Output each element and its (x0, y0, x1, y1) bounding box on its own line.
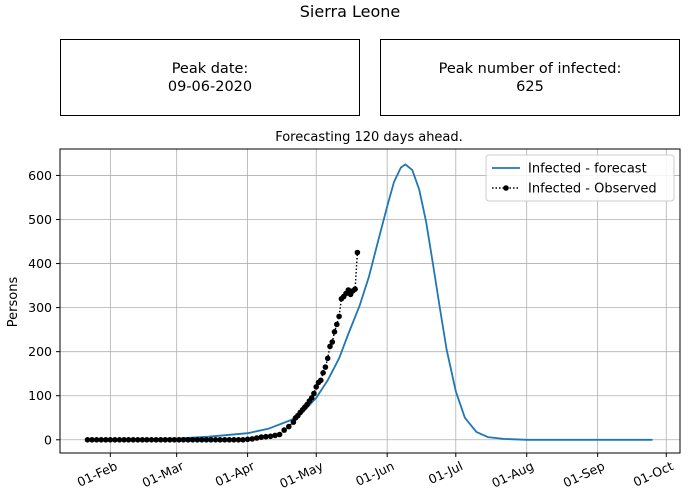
observed-point (352, 286, 358, 292)
observed-point (263, 433, 269, 440)
observed-point (189, 437, 196, 443)
observed-point (322, 364, 329, 370)
y-tick-label: 400 (28, 256, 52, 271)
x-tick-label: 01-Sep (561, 458, 607, 490)
y-tick-label: 100 (28, 388, 52, 403)
x-tick-label: 01-Jun (353, 458, 396, 489)
y-tick-label: 300 (28, 300, 52, 315)
observed-point (313, 384, 320, 390)
observed-point (130, 437, 136, 443)
observed-point (208, 437, 214, 443)
observed-point (327, 343, 333, 350)
observed-point (148, 437, 155, 443)
observed-point (217, 437, 223, 443)
observed-point (121, 437, 127, 443)
observed-point (98, 437, 104, 443)
observed-point (354, 249, 361, 256)
peak-infected-label: Peak number of infected: (438, 60, 622, 77)
x-tick-label: 01-Feb (75, 458, 120, 490)
observed-point (286, 423, 292, 430)
plot-frame (59, 148, 681, 454)
observed-point (221, 437, 228, 443)
x-tick-label: 01-Mar (140, 458, 187, 491)
observed-point (144, 437, 150, 443)
observed-point (318, 377, 324, 384)
chart-title: Forecasting 120 days ahead. (275, 130, 463, 145)
observed-point (253, 435, 260, 441)
x-tick-label: 01-Apr (213, 458, 258, 490)
y-tick-label: 0 (44, 432, 52, 447)
observed-point (89, 437, 95, 443)
observed-point (329, 339, 336, 345)
observed-point (345, 287, 352, 293)
x-tick-label: 01-Oct (631, 458, 676, 490)
observed-point (331, 329, 338, 335)
observed-point (240, 437, 246, 443)
observed-point (93, 437, 100, 443)
y-tick-label: 600 (28, 168, 52, 183)
y-axis-label: Persons (6, 277, 21, 328)
observed-point (116, 437, 123, 443)
observed-point (199, 437, 205, 443)
observed-point (135, 437, 141, 443)
observed-point (311, 390, 317, 397)
observed-point (212, 437, 219, 443)
observed-point (244, 436, 251, 443)
figure-title: Sierra Leone (299, 2, 401, 21)
observed-point (334, 321, 340, 328)
observed-point (276, 431, 283, 438)
series-line-observed (87, 252, 359, 441)
observed-point (125, 437, 132, 443)
peak-date-box: Peak date: 09-06-2020 (60, 39, 360, 116)
observed-point (235, 437, 242, 443)
x-tick-label: 01-May (277, 458, 326, 491)
peak-infected-box: Peak number of infected: 625 (380, 39, 680, 116)
observed-point (162, 437, 168, 443)
observed-point (320, 370, 326, 376)
legend-marker-observed (503, 185, 509, 191)
observed-point (84, 437, 91, 443)
observed-point (203, 437, 210, 443)
observed-point (103, 437, 109, 443)
x-tick-label: 01-Aug (489, 458, 536, 490)
observed-point (267, 433, 274, 440)
observed-point (281, 427, 288, 433)
observed-point (324, 355, 331, 362)
observed-point (290, 419, 297, 426)
legend-label-observed: Infected - Observed (528, 182, 657, 197)
observed-point (171, 437, 178, 443)
peak-infected-value: 625 (516, 78, 544, 95)
observed-point (185, 437, 191, 443)
observed-point (226, 437, 233, 443)
observed-point (153, 437, 159, 443)
observed-point (139, 437, 146, 443)
observed-point (180, 437, 187, 443)
observed-point (231, 437, 237, 443)
series-line-forecast (87, 163, 653, 441)
observed-point (258, 434, 265, 440)
observed-point (176, 437, 182, 443)
observed-point (157, 437, 164, 443)
observed-point (167, 437, 173, 443)
peak-date-label: Peak date: (171, 60, 249, 77)
observed-point (194, 437, 201, 443)
y-tick-label: 500 (28, 212, 52, 227)
y-tick-label: 200 (28, 344, 52, 359)
observed-point (249, 436, 255, 442)
observed-point (272, 432, 278, 439)
legend-label-forecast: Infected - forecast (528, 162, 647, 177)
observed-point (336, 313, 342, 320)
peak-date-value: 09-06-2020 (167, 78, 253, 95)
observed-point (107, 437, 114, 443)
legend-box (485, 154, 675, 202)
observed-point (112, 437, 118, 443)
x-tick-label: 01-Jul (426, 458, 465, 487)
observed-point (308, 395, 315, 401)
